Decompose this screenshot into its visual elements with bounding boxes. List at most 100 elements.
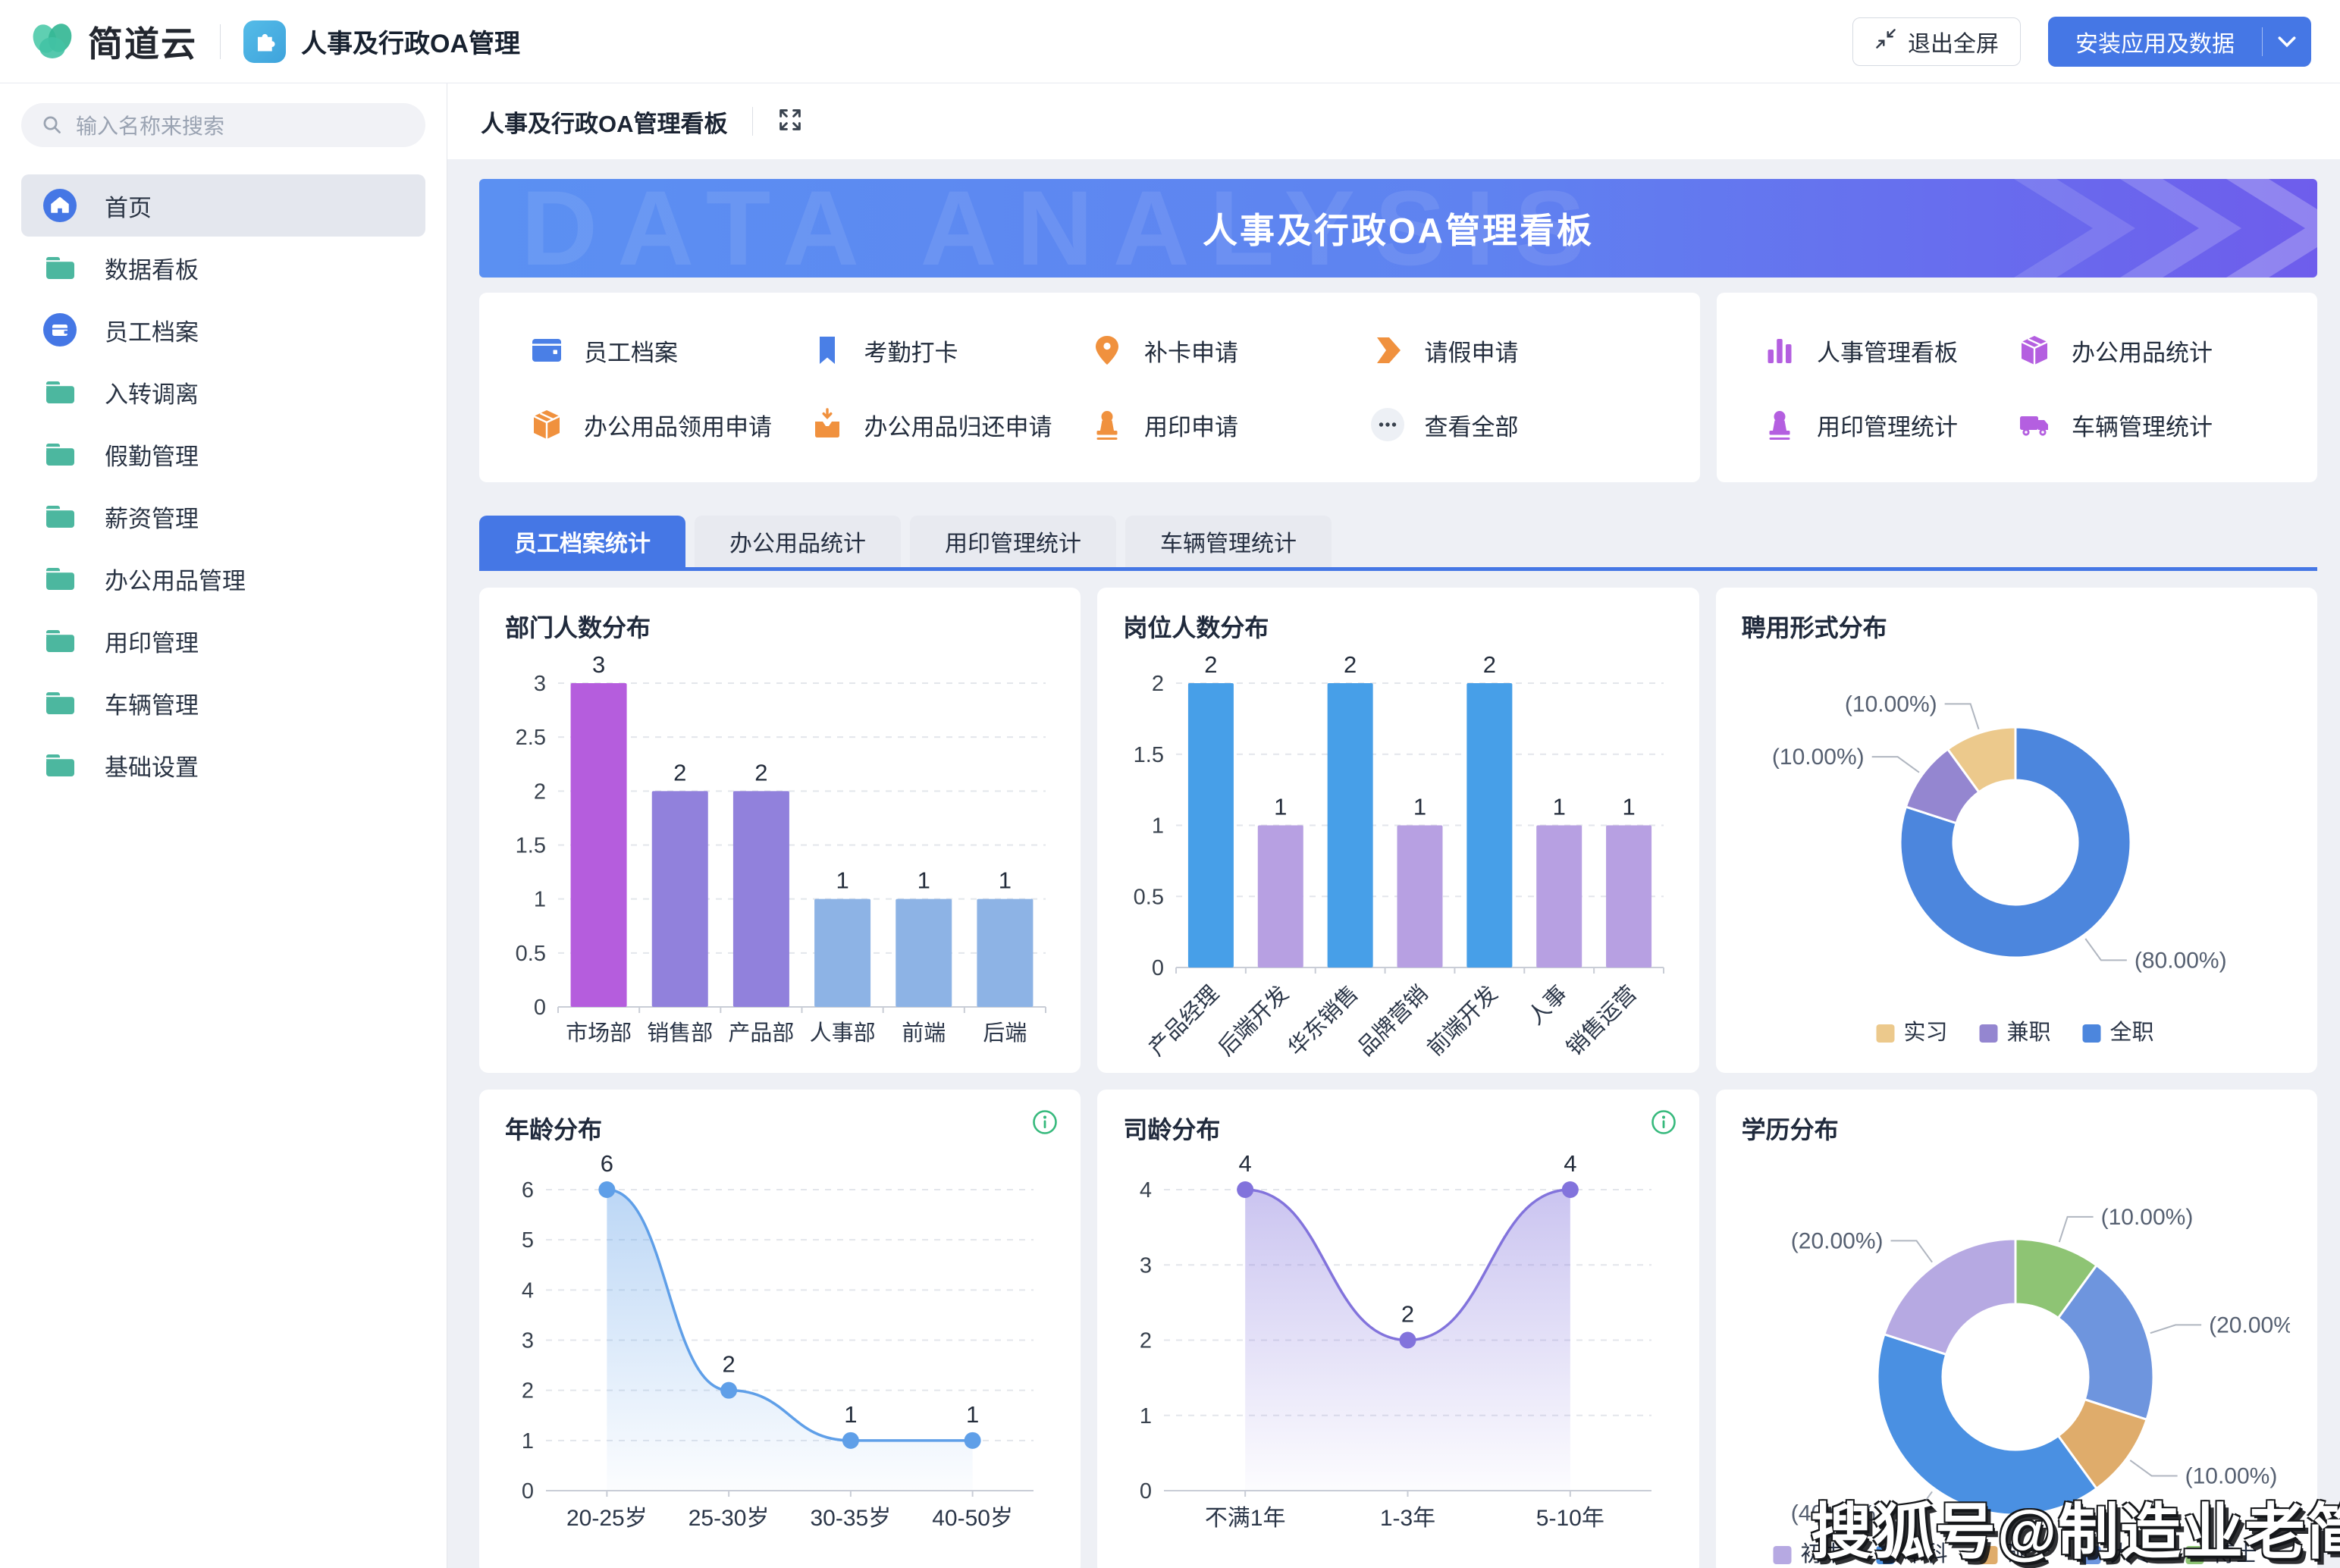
sidebar-item-label: 数据看板	[105, 256, 199, 284]
sidebar-item[interactable]: 车辆管理	[21, 672, 425, 734]
sidebar-item[interactable]: 首页	[21, 174, 425, 237]
quick-link-item[interactable]: 查看全部	[1370, 407, 1651, 442]
tab[interactable]: 车辆管理统计	[1125, 516, 1332, 567]
svg-text:6: 6	[601, 1150, 613, 1177]
info-icon[interactable]	[1651, 1109, 1677, 1139]
quick-link-item[interactable]: 用印申请	[1090, 407, 1370, 442]
svg-text:1.5: 1.5	[516, 834, 546, 858]
sidebar-item[interactable]: 假勤管理	[21, 423, 425, 485]
quick-link-label: 用印管理统计	[1817, 413, 1958, 441]
sidebar: 输入名称来搜索 首页数据看板员工档案入转调离假勤管理薪资管理办公用品管理 用印管理…	[0, 83, 447, 1568]
sidebar-menu: 首页数据看板员工档案入转调离假勤管理薪资管理办公用品管理 用印管理车辆管理基础设置	[21, 174, 425, 796]
box-icon	[2017, 333, 2052, 368]
quick-link-label: 补卡申请	[1144, 339, 1238, 366]
quick-link-label: 用印申请	[1144, 413, 1238, 441]
folder-icon	[42, 499, 77, 534]
quick-link-label: 考勤打卡	[864, 339, 958, 366]
svg-text:3: 3	[592, 651, 605, 678]
svg-text:1: 1	[1553, 794, 1566, 820]
quick-link-item[interactable]: 用印管理统计	[1762, 407, 2017, 442]
folder-icon	[42, 250, 77, 285]
sidebar-item[interactable]: 用印管理	[21, 610, 425, 672]
sidebar-item[interactable]: 办公用品管理	[21, 547, 425, 610]
chart-line-tenure: 0 1 2 3 4 不满1年 1-3年 5-10年 4 2 4	[1140, 1150, 1652, 1531]
svg-text:销售部: 销售部	[647, 1021, 713, 1046]
sidebar-item[interactable]: 基础设置	[21, 734, 425, 796]
chart-card-post: 岗位人数分布 0 0.5 1 1.5 2 2 产品经理 1 后端开发 2 华东销售 1 品牌营销 2 前端开发…	[1097, 588, 1699, 1073]
svg-text:2: 2	[1401, 1301, 1414, 1328]
svg-text:2: 2	[1483, 651, 1496, 678]
svg-text:(40.00%): (40.00%)	[1790, 1501, 1883, 1526]
sidebar-item[interactable]: 薪资管理	[21, 485, 425, 547]
jiandaoyun-logo-icon	[29, 17, 76, 65]
svg-text:1: 1	[1140, 1404, 1152, 1428]
chevron-down-icon[interactable]	[2263, 17, 2311, 67]
folder-icon	[42, 375, 77, 409]
quick-link-item[interactable]: 补卡申请	[1090, 333, 1370, 368]
quick-link-label: 请假申请	[1424, 339, 1519, 366]
app-puzzle-icon	[243, 20, 286, 63]
sidebar-item[interactable]: 员工档案	[21, 299, 425, 361]
svg-text:1: 1	[966, 1401, 979, 1428]
shortcuts-card: 员工档案 考勤打卡 补卡申请 请假申请办公用品领用申请 办公用品归还申请 用印申请 查看全部	[479, 293, 1700, 482]
chart-title: 岗位人数分布	[1123, 614, 1269, 641]
sidebar-item-label: 车辆管理	[105, 691, 199, 719]
svg-text:(10.00%): (10.00%)	[1845, 691, 1937, 717]
chart-card-edu: 学历分布 (10.00%) (20.00%) (10.00%) (40.00%) (20.…	[1715, 1090, 2317, 1568]
pin-icon	[1090, 333, 1125, 368]
exit-fullscreen-button[interactable]: 退出全屏	[1852, 17, 2021, 66]
install-app-button[interactable]: 安装应用及数据	[2048, 16, 2311, 67]
quick-link-item[interactable]: 请假申请	[1370, 333, 1651, 368]
svg-text:4: 4	[1564, 1150, 1577, 1177]
exit-fullscreen-label: 退出全屏	[1908, 31, 1999, 57]
sidebar-item-label: 假勤管理	[105, 443, 199, 470]
inbox-icon	[810, 407, 845, 442]
quick-link-label: 员工档案	[584, 339, 678, 366]
svg-text:博士: 博士	[2213, 1541, 2257, 1566]
brand-name: 简道云	[88, 24, 197, 64]
app-switcher[interactable]: 人事及行政OA管理	[243, 20, 520, 63]
sidebar-search-input[interactable]: 输入名称来搜索	[21, 103, 425, 147]
svg-text:大专: 大专	[2109, 1541, 2153, 1566]
chart-card-dept: 部门人数分布 0 0.5 1 1.5 2 2.5 3 3 市场部 2 销售部 2 产品部 1 人事部 1 前端 1 后…	[479, 588, 1081, 1073]
svg-text:2.5: 2.5	[516, 726, 546, 750]
sidebar-item[interactable]: 入转调离	[21, 361, 425, 423]
quick-link-item[interactable]: 员工档案	[529, 333, 810, 368]
sidebar-item-label: 薪资管理	[105, 505, 199, 532]
search-icon	[43, 116, 61, 133]
quick-link-item[interactable]: 办公用品领用申请	[529, 407, 810, 442]
quick-link-item[interactable]: 车辆管理统计	[2017, 407, 2272, 442]
svg-text:2: 2	[522, 1379, 534, 1403]
quick-link-item[interactable]: 考勤打卡	[810, 333, 1090, 368]
info-icon[interactable]	[1032, 1109, 1058, 1139]
svg-text:前端: 前端	[902, 1021, 946, 1046]
sidebar-item[interactable]: 数据看板	[21, 237, 425, 299]
tab[interactable]: 用印管理统计	[910, 516, 1116, 567]
svg-text:品牌营销: 品牌营销	[1353, 981, 1432, 1057]
svg-text:30-35岁: 30-35岁	[811, 1506, 892, 1531]
svg-text:人事: 人事	[1523, 981, 1572, 1030]
tab[interactable]: 员工档案统计	[479, 516, 685, 567]
stamp-icon	[1090, 407, 1125, 442]
stats-tabs: 员工档案统计 办公用品统计 用印管理统计 车辆管理统计	[479, 516, 2317, 571]
divider	[751, 107, 753, 136]
quick-link-item[interactable]: 人事管理看板	[1762, 333, 2017, 368]
svg-text:初中: 初中	[1800, 1541, 1844, 1566]
quick-link-label: 办公用品领用申请	[584, 413, 772, 441]
banner-title: 人事及行政OA管理看板	[1203, 211, 1594, 250]
tab[interactable]: 办公用品统计	[695, 516, 901, 567]
card-icon	[529, 333, 564, 368]
svg-text:兼职: 兼职	[2006, 1020, 2050, 1045]
svg-text:(10.00%): (10.00%)	[2185, 1463, 2277, 1488]
svg-text:40-50岁: 40-50岁	[932, 1506, 1013, 1531]
svg-text:0: 0	[1140, 1479, 1152, 1504]
svg-text:产品经理: 产品经理	[1144, 981, 1224, 1057]
svg-text:4: 4	[1140, 1178, 1152, 1203]
expand-icon[interactable]	[777, 107, 803, 136]
sidebar-item-label: 入转调离	[105, 381, 199, 408]
dashboard-content: DATA ANALYSIS 人事及行政OA管理看板 员工档案 考勤打卡 补卡申请 请假…	[447, 159, 2340, 1568]
quick-link-item[interactable]: 办公用品统计	[2017, 333, 2272, 368]
svg-text:市场部: 市场部	[566, 1021, 632, 1046]
quick-link-item[interactable]: 办公用品归还申请	[810, 407, 1090, 442]
